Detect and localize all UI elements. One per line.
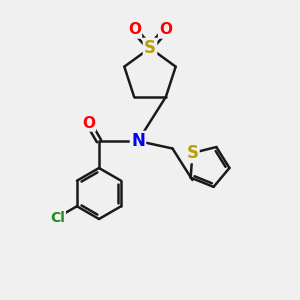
- Text: N: N: [131, 132, 145, 150]
- Text: S: S: [186, 144, 198, 162]
- Text: S: S: [144, 39, 156, 57]
- Text: O: O: [159, 22, 172, 38]
- Text: O: O: [82, 116, 95, 130]
- Text: O: O: [128, 22, 141, 38]
- Text: Cl: Cl: [50, 211, 65, 224]
